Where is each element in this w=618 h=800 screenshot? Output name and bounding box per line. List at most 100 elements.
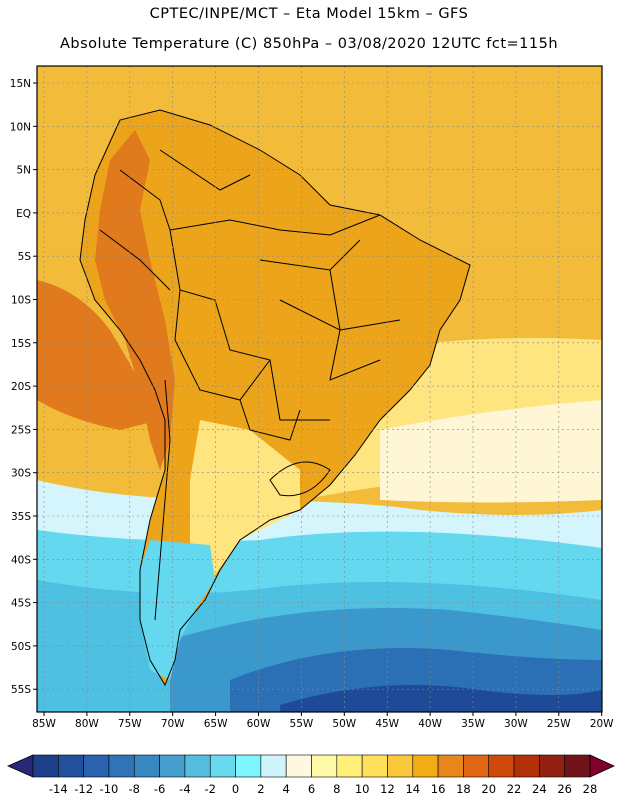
ocean-south-band-6	[280, 685, 602, 712]
lat-lon-grid	[37, 66, 603, 712]
colorbar-label: -10	[100, 782, 119, 796]
lat-label: 45S	[11, 598, 31, 610]
colorbar-swatch	[463, 754, 490, 778]
lat-label: 20S	[11, 381, 31, 393]
lon-label: 20W	[590, 718, 614, 730]
colorbar-swatch	[488, 754, 515, 778]
colorbar-label: 10	[355, 782, 370, 796]
colorbar-label: 12	[380, 782, 395, 796]
colorbar-swatch	[361, 754, 388, 778]
title-line-2: Absolute Temperature (C) 850hPa – 03/08/…	[59, 36, 559, 52]
colorbar-swatch	[209, 754, 236, 778]
colorbar-swatch	[437, 754, 464, 778]
colorbar-swatch	[387, 754, 414, 778]
lat-label: 10S	[11, 295, 31, 307]
lat-label: 15N	[10, 78, 31, 90]
lat-label: 55S	[11, 684, 31, 696]
lat-label: 30S	[11, 468, 31, 480]
border-brazil-states	[259, 239, 401, 381]
lon-label: 70W	[161, 718, 185, 730]
lon-label: 45W	[375, 718, 399, 730]
lat-label: 50S	[11, 641, 31, 653]
border-argentina-chile	[154, 379, 171, 621]
lat-label: 40S	[11, 554, 31, 566]
colorbar-label: 16	[431, 782, 446, 796]
colorbar-swatch	[133, 754, 160, 778]
colorbar-label: 6	[308, 782, 315, 796]
andes-warm-region	[95, 130, 175, 470]
southern-cone-cool-region	[190, 420, 300, 575]
colorbar-swatch	[311, 754, 338, 778]
colorbar-label: -6	[154, 782, 165, 796]
colorbar-over-arrow	[589, 754, 615, 778]
colorbar-swatch	[412, 754, 439, 778]
colorbar-swatch	[336, 754, 363, 778]
longitude-labels: 85W 80W 75W 70W 65W 60W 55W 50W 45W 40W 35W 30W 25W 2…	[32, 712, 614, 730]
colorbar-swatch	[108, 754, 135, 778]
lon-label: 50W	[332, 718, 356, 730]
colorbar-label: 2	[257, 782, 264, 796]
colorbar-swatch	[564, 754, 591, 778]
coastline	[79, 109, 471, 687]
lon-label: 25W	[547, 718, 571, 730]
lon-label: 80W	[75, 718, 99, 730]
colorbar-label: 28	[583, 782, 598, 796]
colorbar-label: -4	[179, 782, 190, 796]
colorbar-label: 14	[405, 782, 420, 796]
colorbar-label: 4	[283, 782, 290, 796]
colorbar-swatch	[58, 754, 84, 778]
colorbar: -14 -12 -10 -8 -6 -4 -2 0 2 4 6 8 10 12 14 16 18 20 22 24 26…	[7, 754, 615, 796]
colorbar-label: 18	[456, 782, 471, 796]
title-line-1: CPTEC/INPE/MCT – Eta Model 15km – GFS	[149, 6, 469, 22]
border-uruguay	[269, 461, 331, 497]
colorbar-label: 0	[232, 782, 239, 796]
pacific-warm-region	[37, 280, 160, 430]
lon-label: 85W	[32, 718, 56, 730]
colorbar-swatch	[235, 754, 262, 778]
colorbar-swatch	[83, 754, 110, 778]
lon-label: 40W	[418, 718, 442, 730]
lon-label: 55W	[290, 718, 314, 730]
colorbar-label: 24	[532, 782, 547, 796]
border-peru	[99, 229, 171, 291]
border-colombia	[119, 169, 171, 231]
lat-label: 15S	[11, 338, 31, 350]
colorbar-swatch	[513, 754, 540, 778]
colorbar-label: -8	[129, 782, 140, 796]
colorbar-swatch	[184, 754, 211, 778]
map-frame	[36, 65, 603, 713]
colorbar-label: -14	[49, 782, 68, 796]
border-brazil-north	[169, 214, 381, 236]
lat-label: 25S	[11, 424, 31, 436]
political-boundaries	[79, 109, 471, 687]
lat-label: 35S	[11, 511, 31, 523]
border-venezuela	[159, 149, 251, 191]
lon-label: 65W	[204, 718, 228, 730]
border-paraguay	[239, 399, 301, 441]
colorbar-label: 20	[481, 782, 496, 796]
map-field	[37, 66, 602, 712]
colorbar-swatch	[539, 754, 565, 778]
south-america-land	[80, 110, 470, 685]
lon-label: 35W	[461, 718, 485, 730]
colorbar-label: 8	[333, 782, 340, 796]
colorbar-label: 22	[507, 782, 522, 796]
colorbar-label: -12	[74, 782, 93, 796]
colorbar-swatch	[260, 754, 287, 778]
lat-label: 10N	[10, 121, 31, 133]
border-bolivia	[174, 289, 271, 401]
lon-label: 75W	[118, 718, 142, 730]
lat-label: 5N	[16, 165, 31, 177]
latitude-labels: 15N 10N 5N EQ 5S 10S 15S 20S 25S 30S 35S 40S 45S 50S 5…	[10, 78, 37, 696]
lon-label: 60W	[247, 718, 271, 730]
colorbar-label: -2	[204, 782, 215, 796]
lon-label: 30W	[504, 718, 528, 730]
colorbar-label: 26	[557, 782, 572, 796]
lat-label: 5S	[18, 251, 32, 263]
colorbar-swatch	[285, 754, 312, 778]
lat-label: EQ	[16, 208, 31, 220]
colorbar-swatch	[32, 754, 59, 778]
colorbar-under-arrow	[7, 754, 34, 778]
ocean-east-pale-region	[380, 400, 602, 503]
